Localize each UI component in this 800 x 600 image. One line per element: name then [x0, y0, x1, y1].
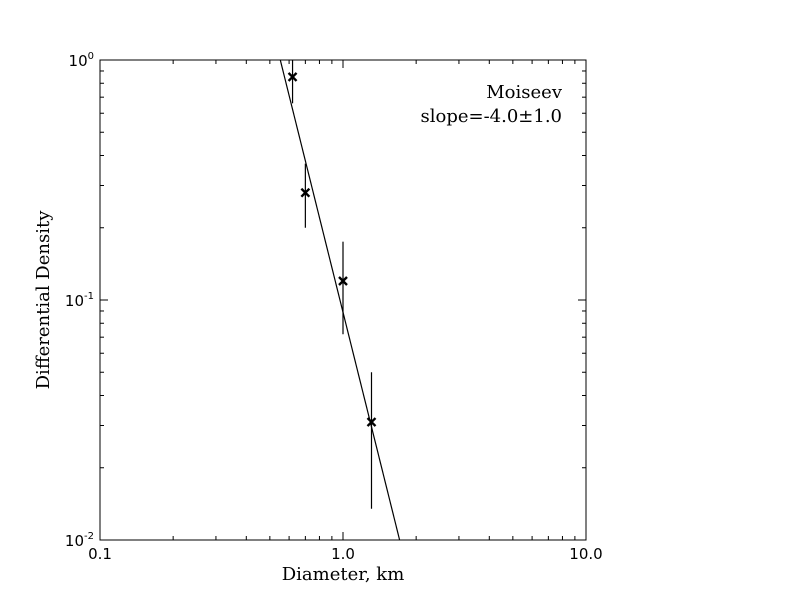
x-tick-label: 10.0: [569, 545, 602, 563]
data-point: [300, 187, 311, 198]
y-tick-label: 100: [69, 51, 94, 70]
x-tick-label: 0.1: [88, 545, 112, 563]
data-point-stroke: [300, 187, 311, 198]
y-tick-label: 10-1: [65, 291, 94, 310]
y-axis-label: Differential Density: [33, 210, 54, 390]
fit-line: [279, 60, 401, 540]
data-point-stroke: [338, 276, 348, 286]
plot-area: [279, 60, 401, 540]
annotation-title: Moiseev: [486, 82, 563, 103]
data-point: [366, 417, 377, 427]
data-point-stroke: [366, 417, 377, 427]
data-point: [287, 72, 298, 82]
annotation-slope: slope=-4.0±1.0: [420, 106, 562, 127]
x-tick-label: 1.0: [331, 545, 355, 563]
x-axis-label: Diameter, km: [282, 564, 405, 585]
data-point-stroke: [287, 72, 298, 82]
data-point: [338, 276, 348, 286]
axis-ticks: [99, 59, 587, 541]
y-tick-label: 10-2: [65, 531, 94, 550]
